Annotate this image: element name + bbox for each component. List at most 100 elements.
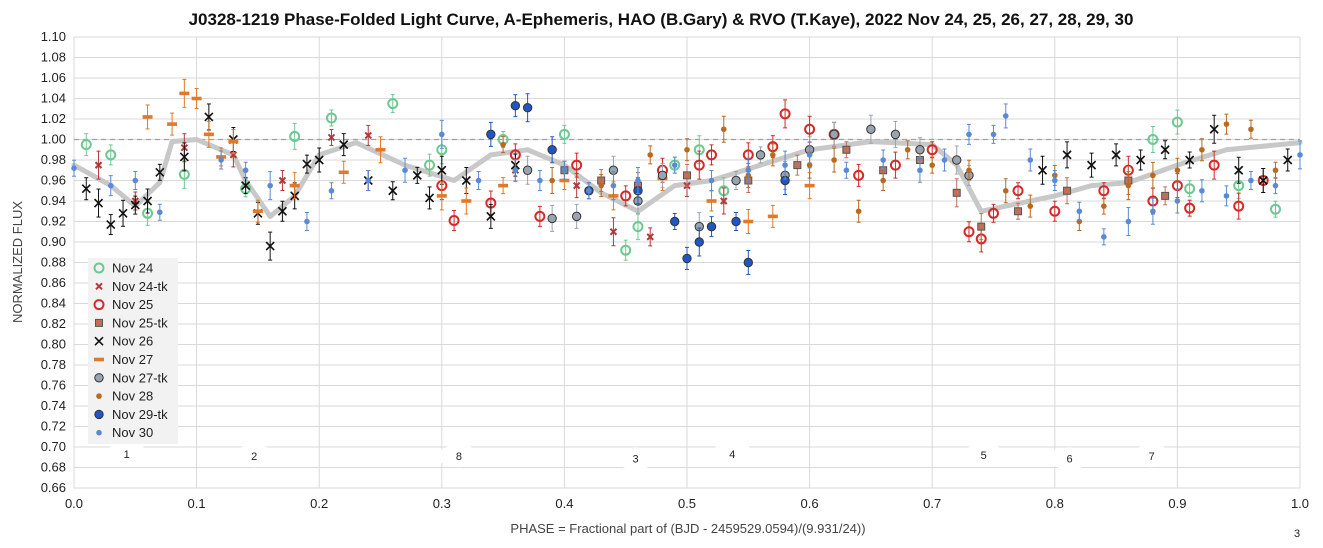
data-point bbox=[745, 167, 752, 174]
data-point bbox=[831, 157, 837, 163]
data-point bbox=[424, 193, 435, 203]
data-point bbox=[289, 183, 300, 188]
data-point bbox=[1248, 126, 1254, 133]
annotation-label: 3 bbox=[632, 453, 638, 465]
data-point bbox=[1150, 208, 1156, 215]
legend-marker bbox=[93, 299, 105, 311]
data-point bbox=[782, 162, 788, 168]
data-point bbox=[132, 177, 139, 184]
data-point bbox=[229, 151, 238, 159]
data-point bbox=[1027, 203, 1034, 209]
plot-area bbox=[73, 36, 1301, 489]
data-point bbox=[647, 152, 654, 158]
data-point bbox=[598, 182, 604, 189]
data-point bbox=[1101, 203, 1107, 209]
data-point bbox=[1174, 198, 1181, 204]
data-point bbox=[708, 177, 715, 184]
x-tick-label: 0.5 bbox=[678, 496, 696, 511]
data-point bbox=[571, 211, 582, 222]
legend-item: Nov 29-tk bbox=[94, 407, 168, 422]
data-point bbox=[1052, 177, 1058, 184]
data-point bbox=[990, 131, 997, 138]
x-tick-label: 0.6 bbox=[801, 496, 819, 511]
data-point bbox=[963, 226, 975, 238]
data-point bbox=[1184, 202, 1196, 214]
data-point bbox=[1272, 182, 1279, 189]
series-nov-30 bbox=[71, 103, 1303, 246]
annotation-label: 6 bbox=[1066, 453, 1072, 465]
data-point bbox=[880, 157, 886, 163]
legend-marker bbox=[95, 318, 103, 327]
data-point bbox=[1147, 134, 1159, 145]
data-point bbox=[130, 200, 140, 210]
y-tick-label: 0.90 bbox=[41, 234, 66, 249]
data-point bbox=[731, 216, 741, 227]
y-tick-label: 0.88 bbox=[41, 255, 66, 270]
data-point bbox=[105, 149, 117, 161]
legend-label: Nov 24-tk bbox=[112, 279, 168, 294]
data-point bbox=[559, 178, 570, 183]
y-tick-label: 0.68 bbox=[41, 460, 66, 475]
y-tick-label: 0.78 bbox=[41, 357, 66, 372]
data-point bbox=[1199, 146, 1205, 153]
y-tick-label: 0.96 bbox=[41, 173, 66, 188]
data-point bbox=[437, 165, 447, 175]
data-point bbox=[93, 198, 104, 208]
data-point bbox=[547, 213, 557, 224]
y-axis-title: NORMALIZED FLUX bbox=[10, 201, 25, 323]
data-point bbox=[1199, 187, 1205, 194]
legend-label: Nov 26 bbox=[112, 334, 153, 349]
data-point bbox=[436, 194, 447, 198]
chart-title: J0328-1219 Phase-Folded Light Curve, A-E… bbox=[189, 10, 1134, 29]
data-point bbox=[191, 96, 202, 101]
legend-item: Nov 25-tk bbox=[95, 315, 168, 330]
data-point bbox=[267, 182, 273, 189]
data-point bbox=[1283, 155, 1293, 165]
data-point bbox=[402, 167, 408, 174]
x-tick-label: 0.2 bbox=[310, 496, 328, 511]
data-point bbox=[1098, 185, 1110, 197]
data-point bbox=[510, 100, 521, 111]
data-point bbox=[265, 241, 275, 251]
data-point bbox=[80, 139, 92, 151]
y-tick-label: 1.08 bbox=[41, 50, 66, 65]
data-point bbox=[1161, 191, 1170, 200]
data-point bbox=[302, 159, 312, 169]
data-point bbox=[890, 129, 901, 140]
data-point bbox=[203, 132, 214, 137]
data-point bbox=[1297, 152, 1303, 158]
data-point bbox=[1174, 167, 1181, 174]
data-point bbox=[682, 253, 692, 264]
y-tick-label: 0.72 bbox=[41, 419, 66, 434]
data-point bbox=[365, 177, 372, 184]
data-point bbox=[241, 181, 251, 191]
data-point bbox=[375, 147, 386, 152]
data-point bbox=[448, 214, 460, 226]
data-point bbox=[218, 157, 224, 163]
data-point bbox=[1062, 150, 1072, 160]
data-point bbox=[915, 145, 925, 155]
annotations: 1 2 8 3 4 5 6 7 bbox=[104, 443, 1174, 470]
y-tick-label: 0.70 bbox=[41, 439, 66, 454]
data-point bbox=[720, 197, 728, 205]
data-point bbox=[500, 141, 506, 148]
data-point bbox=[966, 167, 972, 174]
data-point bbox=[1002, 113, 1009, 119]
data-point bbox=[1223, 121, 1230, 127]
data-point bbox=[1101, 234, 1107, 240]
legend-marker bbox=[94, 336, 104, 346]
data-point bbox=[770, 152, 776, 158]
y-tick-label: 0.86 bbox=[41, 275, 66, 290]
series-nov-29-tk bbox=[486, 93, 790, 275]
data-point bbox=[917, 167, 923, 174]
y-tick-label: 0.74 bbox=[41, 398, 66, 413]
data-point bbox=[549, 177, 555, 184]
data-point bbox=[204, 112, 214, 122]
data-point bbox=[561, 167, 568, 174]
legend-label: Nov 28 bbox=[112, 389, 153, 404]
y-tick-label: 0.76 bbox=[41, 378, 66, 393]
data-point bbox=[1150, 172, 1156, 179]
data-point bbox=[731, 175, 741, 186]
data-point bbox=[461, 199, 472, 203]
data-point bbox=[694, 237, 704, 247]
